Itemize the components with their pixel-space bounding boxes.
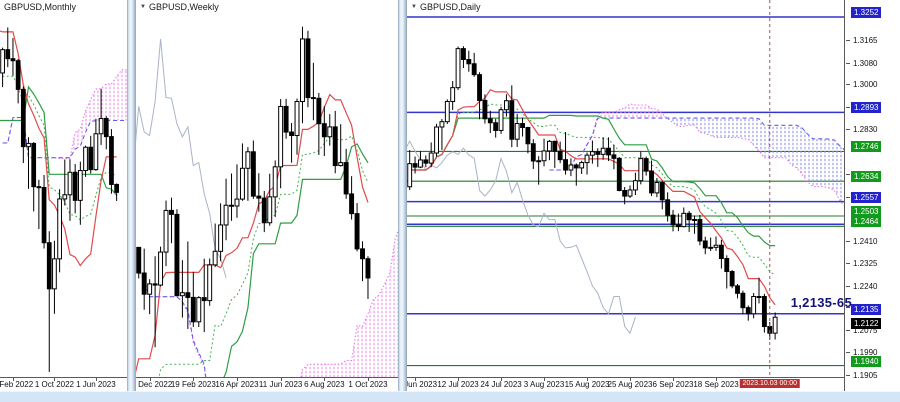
level-price-badge: 1.2893	[851, 102, 882, 114]
time-axis-tick	[280, 378, 282, 381]
time-axis-tick	[193, 378, 195, 381]
level-price-badge: 1.2746	[851, 141, 882, 153]
bid-price-badge: 1.2122	[851, 318, 882, 330]
price-axis-label: 1.3000	[853, 79, 878, 89]
time-axis-label: 1 Feb 2022	[0, 380, 34, 389]
price-axis-label: 1.3165	[853, 36, 878, 46]
time-axis-tick	[236, 378, 238, 381]
level-price-badge: 1.2464	[851, 216, 882, 228]
price-axis-tick	[846, 240, 850, 242]
level-price-badge: 1.2503	[851, 205, 882, 217]
time-axis-tick	[630, 378, 632, 381]
price-axis-tick	[846, 374, 850, 376]
time-axis-label: 1 Jun 2023	[76, 380, 116, 389]
time-axis-label: 19 Feb 2023	[170, 380, 216, 389]
price-axis-tick	[846, 352, 850, 354]
time-axis-label: 1 Oct 2022	[34, 380, 74, 389]
time-axis-tick	[501, 378, 503, 381]
chart-dropdown-icon[interactable]: ▼	[140, 4, 146, 10]
time-axis-label: 6 Sep 2023	[652, 380, 694, 389]
level-price-badge: 1.2557	[851, 191, 882, 203]
time-axis-tick	[54, 378, 56, 381]
price-axis-label: 1.2410	[853, 236, 878, 246]
price-axis-tick	[846, 40, 850, 42]
time-axis-tick	[324, 378, 326, 381]
level-price-badge: 1.3252	[851, 7, 882, 18]
price-axis-tick	[846, 174, 850, 176]
price-axis-label: 1.2075	[853, 325, 878, 335]
price-axis[interactable]: 1.32521.31651.30801.30001.29151.28931.28…	[844, 0, 900, 391]
price-axis-label: 1.2325	[853, 259, 878, 269]
time-axis-tick	[458, 378, 460, 381]
time-axis-label: 12 Jul 2023	[437, 380, 479, 389]
price-axis-tick	[846, 263, 850, 265]
price-axis-label: 1.2830	[853, 125, 878, 135]
price-axis-tick	[846, 329, 850, 331]
window-bottom-strip	[0, 391, 900, 402]
price-target-annotation: 1,2135-65	[790, 295, 852, 310]
price-axis-tick	[846, 307, 850, 309]
crosshair-time-badge: 2023.10.03 00:00	[739, 379, 800, 388]
chart-title-daily: ▼ GBPUSD,Daily	[411, 2, 480, 12]
time-axis-label: 30 Jun 2023	[407, 380, 438, 389]
price-axis-label: 1.2240	[853, 281, 878, 291]
chart-pane-daily: ▼ GBPUSD,Daily 2023.10.03 00:00 30 Jun 20…	[407, 0, 900, 391]
time-axis-label: 1 Oct 2023	[348, 380, 388, 389]
chart-title-label: GBPUSD,Monthly	[4, 2, 77, 12]
time-axis-label: 18 Sep 2023	[693, 380, 739, 389]
time-axis-tick	[149, 378, 151, 381]
price-axis-tick	[846, 196, 850, 198]
time-axis-tick	[12, 378, 14, 381]
daily-chart-canvas[interactable]	[407, 0, 845, 377]
chart-title-monthly: GBPUSD,Monthly	[4, 2, 76, 12]
pane-splitter-2[interactable]	[398, 0, 407, 391]
time-axis-label: 16 Apr 2023	[215, 380, 259, 389]
level-price-badge: 1.1940	[851, 355, 882, 367]
weekly-chart-canvas[interactable]	[136, 0, 398, 377]
price-axis-tick	[846, 106, 850, 108]
level-price-badge: 1.2135	[851, 303, 882, 315]
time-axis-tick	[95, 378, 97, 381]
time-axis-label: 25 Dec 2022	[136, 380, 173, 389]
level-price-badge: 1.2634	[851, 171, 882, 183]
monthly-chart-canvas[interactable]	[0, 0, 127, 377]
price-axis-tick	[846, 129, 850, 131]
price-axis-label: 1.1905	[853, 370, 878, 380]
time-axis-tick	[415, 378, 417, 381]
time-axis-tick	[367, 378, 369, 381]
price-axis-tick	[846, 83, 850, 85]
price-axis-tick	[846, 62, 850, 64]
time-axis-tick	[587, 378, 589, 381]
chart-dropdown-icon[interactable]: ▼	[411, 4, 417, 10]
pane-splitter-1[interactable]	[127, 0, 136, 391]
time-axis-label: 6 Aug 2023	[304, 380, 345, 389]
price-axis-label: 1.1990	[853, 348, 878, 358]
time-axis-label: 25 Aug 2023	[607, 380, 653, 389]
time-axis-tick	[716, 378, 718, 381]
time-axis-label: 15 Aug 2023	[564, 380, 610, 389]
time-axis-tick	[673, 378, 675, 381]
chart-title-weekly: ▼ GBPUSD,Weekly	[140, 2, 219, 12]
time-axis-label: 11 Jun 2023	[258, 380, 303, 389]
price-axis-tick	[846, 285, 850, 287]
time-axis-label: 3 Aug 2023	[523, 380, 565, 389]
chart-title-label: GBPUSD,Weekly	[148, 2, 219, 12]
time-axis-label: 24 Jul 2023	[480, 380, 522, 389]
price-axis-label: 1.3080	[853, 58, 878, 68]
chart-title-label: GBPUSD,Daily	[419, 2, 481, 12]
time-axis-tick	[544, 378, 546, 381]
